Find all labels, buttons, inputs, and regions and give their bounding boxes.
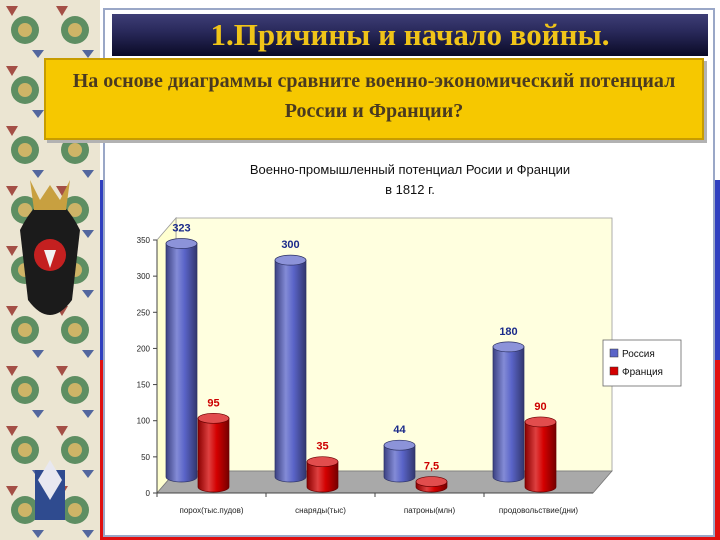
y-tick-label: 300 [137, 272, 151, 281]
russia-data-label: 300 [281, 239, 299, 251]
france-bar [524, 421, 557, 493]
russia-bar [274, 259, 307, 483]
y-tick-label: 150 [137, 381, 151, 390]
france-data-label: 35 [316, 441, 328, 453]
russia-data-label: 44 [393, 424, 406, 436]
legend-swatch [609, 366, 619, 376]
question-box [44, 58, 704, 140]
france-bar-top [524, 416, 557, 428]
russia-bar [383, 444, 416, 483]
russia-data-label: 180 [499, 326, 517, 338]
russia-bar-top [274, 254, 307, 266]
france-bar-top [197, 412, 230, 424]
legend-box [602, 339, 682, 387]
x-tick-label: патроны(млн) [404, 506, 456, 515]
france-bar-top [415, 476, 448, 487]
russia-bar-top [165, 238, 198, 249]
legend-label: Франция [622, 367, 663, 378]
bar-chart: 0 50 100 150 200 250 300 350 порох(тыс.пудов) 323… [137, 216, 682, 515]
france-data-label: 7,5 [424, 461, 439, 473]
y-tick-label: 0 [146, 489, 151, 498]
russia-bar [492, 346, 525, 483]
france-data-label: 95 [207, 397, 219, 409]
chart-title-line: Военно-промышленный потенциал Росии и Фр… [249, 162, 571, 177]
y-tick-label: 200 [137, 344, 151, 353]
legend-label: Россия [622, 349, 655, 360]
france-bar [306, 461, 339, 493]
title-bar [112, 14, 708, 56]
france-bar [197, 417, 230, 493]
chart-subtitle-line: в 1812 г. [385, 182, 435, 197]
x-tick-label: порох(тыс.пудов) [180, 506, 244, 515]
y-tick-label: 350 [137, 236, 151, 245]
russia-bar-top [383, 439, 416, 451]
x-tick-label: снаряды(тыс) [295, 506, 346, 515]
russia-data-label: 323 [172, 223, 190, 235]
y-tick-label: 50 [141, 453, 150, 462]
chart-title: Военно-промышленный потенциал Росии и Фр… [150, 160, 670, 200]
russia-bar [165, 243, 198, 483]
france-bar-top [306, 456, 339, 468]
question-text: На основе диаграммы сравните военно-экон… [72, 70, 676, 122]
slide-title: 1.Причины и начало войны. [210, 17, 610, 52]
y-tick-label: 100 [137, 417, 151, 426]
legend-swatch [609, 348, 619, 358]
russia-bar-top [492, 341, 525, 353]
x-tick-label: продовольствие(дни) [499, 506, 578, 515]
y-tick-label: 250 [137, 308, 151, 317]
france-data-label: 90 [534, 401, 546, 413]
